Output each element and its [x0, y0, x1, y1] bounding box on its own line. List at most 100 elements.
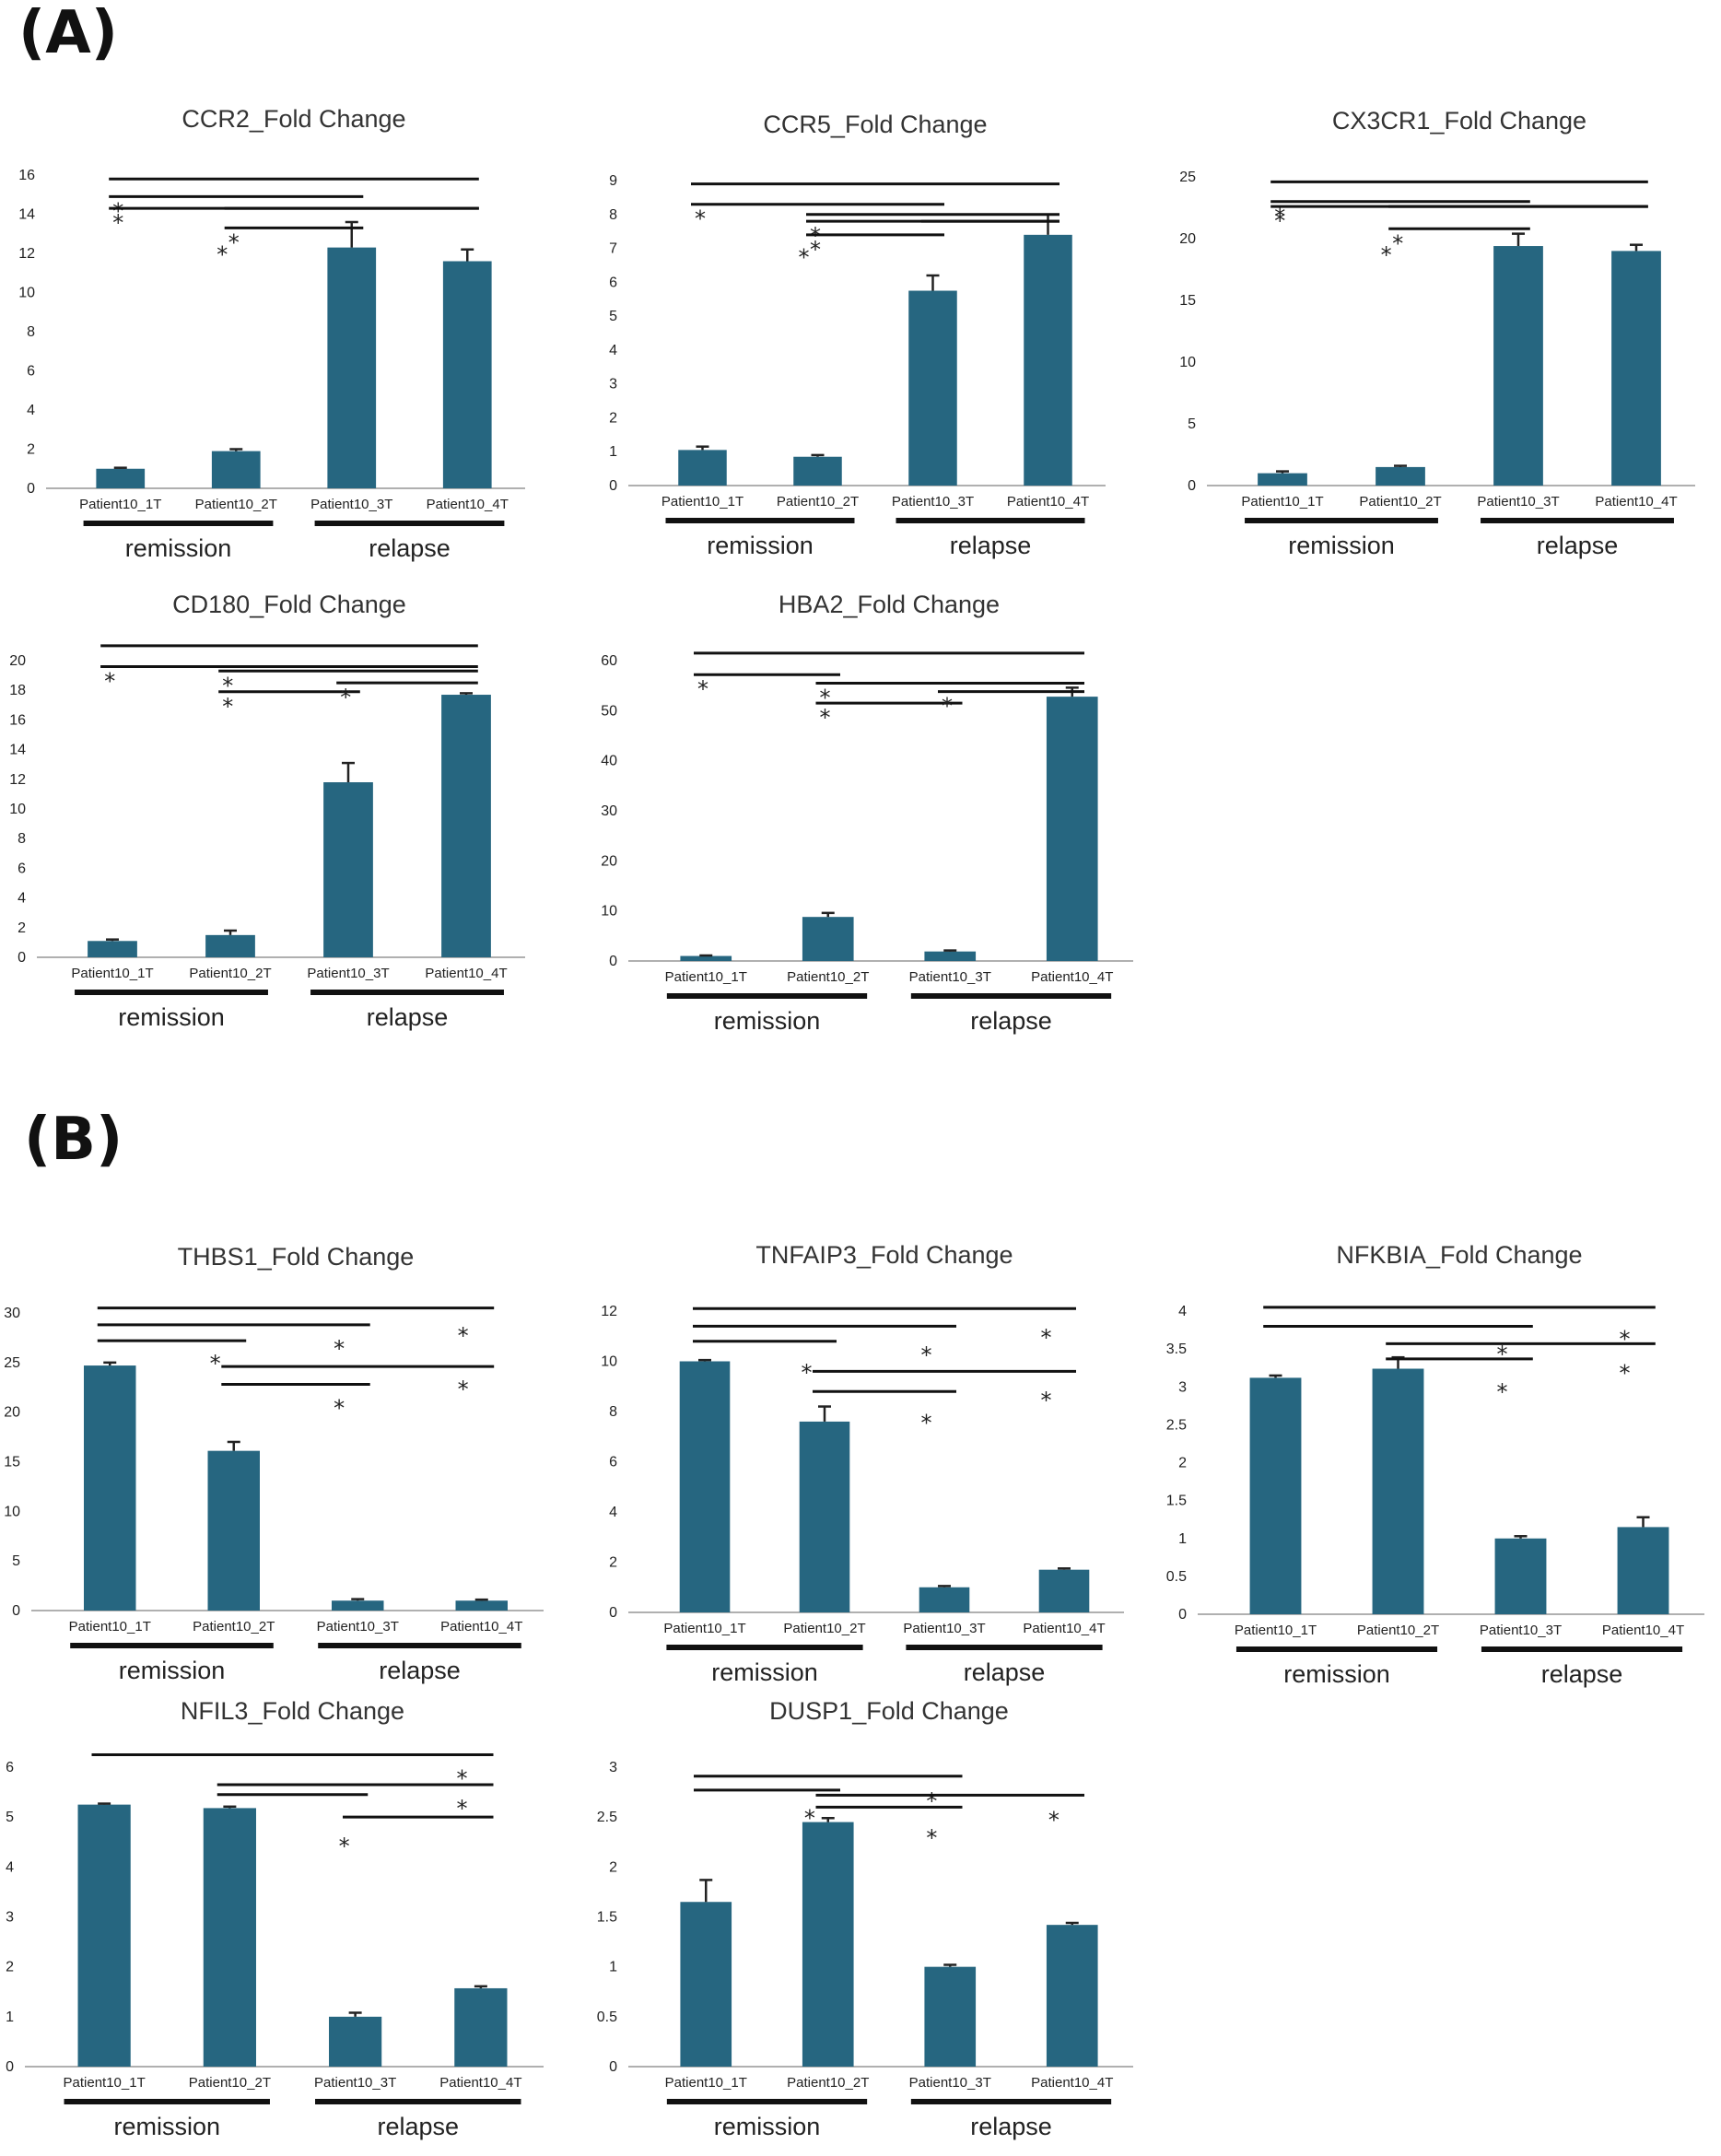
x-tick-label: Patient10_1T: [1241, 494, 1323, 510]
y-tick-label: 3: [6, 1910, 14, 1926]
significance-star: *: [104, 668, 115, 694]
y-tick-label: 25: [1179, 170, 1196, 185]
chart-title: NFKBIA_Fold Change: [1336, 1241, 1582, 1269]
significance-star: *: [921, 1411, 932, 1436]
bar: [211, 451, 261, 488]
y-tick-label: 18: [9, 683, 26, 698]
y-tick-label: 12: [9, 772, 26, 788]
significance-star: *: [339, 1834, 350, 1859]
x-tick-label: Patient10_3T: [1477, 494, 1559, 510]
chart-dusp1: DUSP1_Fold Change 0 0.5 1 1.5 2 2.5 3 Patient10_…: [597, 1697, 1133, 2140]
bar: [203, 1808, 256, 2067]
bar: [924, 951, 977, 961]
y-tick-label: 0: [6, 2059, 14, 2075]
y-tick-label: 30: [601, 803, 617, 819]
chart-title: CX3CR1_Fold Change: [1332, 107, 1586, 135]
significance-star: *: [112, 210, 123, 236]
group-label: remission: [711, 1658, 818, 1686]
significance-star: *: [1274, 204, 1285, 229]
group-label: relapse: [367, 1003, 449, 1031]
x-tick-label: Patient10_2T: [189, 2075, 271, 2091]
y-tick-label: 2: [6, 1960, 14, 1975]
y-tick-label: 6: [18, 861, 26, 876]
bar: [793, 456, 842, 486]
y-tick-label: 6: [609, 1455, 617, 1471]
y-tick-label: 15: [4, 1455, 20, 1471]
y-tick-label: 2: [1178, 1456, 1187, 1471]
bar: [455, 1600, 508, 1611]
significance-star: *: [926, 1825, 937, 1851]
x-tick-label: Patient10_2T: [783, 1621, 865, 1636]
x-tick-label: Patient10_1T: [64, 2075, 146, 2091]
significance-star: *: [802, 1360, 813, 1386]
chart-title: CCR2_Fold Change: [181, 105, 405, 133]
y-tick-label: 15: [1179, 293, 1196, 309]
group-label: remission: [707, 532, 814, 559]
bar: [1024, 234, 1072, 486]
significance-star: *: [1048, 1808, 1060, 1834]
y-tick-label: 0: [12, 1603, 20, 1619]
x-tick-label: Patient10_3T: [892, 494, 974, 510]
y-tick-label: 9: [609, 173, 617, 189]
y-tick-label: 4: [609, 1505, 617, 1520]
bar: [1372, 1368, 1424, 1614]
significance-star: *: [921, 1342, 932, 1368]
chart-title: CD180_Fold Change: [172, 591, 406, 618]
bar: [802, 917, 854, 961]
chart-title: NFIL3_Fold Change: [181, 1697, 404, 1725]
bar: [329, 2016, 382, 2067]
x-tick-label: Patient10_4T: [1007, 494, 1089, 510]
x-tick-label: Patient10_1T: [663, 1621, 745, 1636]
bar: [332, 1600, 384, 1611]
x-tick-label: Patient10_2T: [193, 1619, 275, 1635]
x-tick-label: Patient10_3T: [314, 2075, 396, 2091]
y-tick-label: 2: [609, 1555, 617, 1571]
chart-hba2: HBA2_Fold Change 0 10 20 30 40 50 60 Patient10_1…: [601, 591, 1133, 1035]
panel-label-b: (B): [24, 1106, 123, 1174]
y-tick-label: 6: [27, 364, 35, 380]
significance-star: *: [458, 1323, 469, 1349]
x-tick-label: Patient10_4T: [1595, 494, 1677, 510]
x-tick-label: Patient10_1T: [665, 2075, 747, 2091]
bar: [1376, 466, 1425, 486]
y-tick-label: 8: [609, 1404, 617, 1420]
x-tick-label: Patient10_2T: [1357, 1623, 1439, 1638]
y-tick-label: 0: [27, 481, 35, 497]
y-tick-label: 1: [609, 1960, 617, 1975]
y-tick-label: 10: [18, 286, 35, 301]
bar: [1494, 1538, 1547, 1614]
bar: [802, 1822, 854, 2067]
significance-star: *: [1274, 208, 1285, 234]
bar: [454, 1987, 508, 2067]
bar: [680, 955, 732, 961]
x-tick-label: Patient10_4T: [427, 497, 509, 512]
x-tick-label: Patient10_2T: [777, 494, 859, 510]
y-tick-label: 0: [609, 478, 617, 494]
bar: [924, 1966, 977, 2067]
y-tick-label: 40: [601, 754, 617, 769]
chart-nfil3: NFIL3_Fold Change 0 1 2 3 4 5 6 Patient10_1T Pati…: [6, 1697, 544, 2140]
y-tick-label: 2: [609, 1859, 617, 1875]
x-tick-label: Patient10_1T: [1235, 1623, 1317, 1638]
y-tick-label: 2.5: [597, 1810, 617, 1825]
group-label: relapse: [369, 534, 451, 562]
y-tick-label: 0.5: [597, 2010, 617, 2025]
x-tick-label: Patient10_4T: [1023, 1621, 1105, 1636]
bar: [441, 695, 491, 957]
bar: [680, 1902, 732, 2067]
bar: [207, 1450, 260, 1611]
bar: [327, 247, 377, 488]
significance-star: *: [1497, 1342, 1508, 1367]
chart-cd180: CD180_Fold Change 0 2 4 6 8 10 12 14 16 18 20 Patien…: [9, 591, 525, 1031]
group-label: remission: [714, 1007, 821, 1035]
y-tick-label: 3: [1178, 1379, 1187, 1395]
group-label: relapse: [950, 532, 1032, 559]
group-label: remission: [125, 534, 232, 562]
group-label: relapse: [379, 1657, 461, 1684]
y-tick-label: 4: [18, 891, 26, 907]
y-tick-label: 1: [1178, 1531, 1187, 1547]
x-tick-label: Patient10_3T: [903, 1621, 985, 1636]
y-tick-label: 2.5: [1166, 1417, 1187, 1433]
y-tick-label: 4: [6, 1859, 14, 1875]
y-tick-label: 6: [6, 1760, 14, 1775]
